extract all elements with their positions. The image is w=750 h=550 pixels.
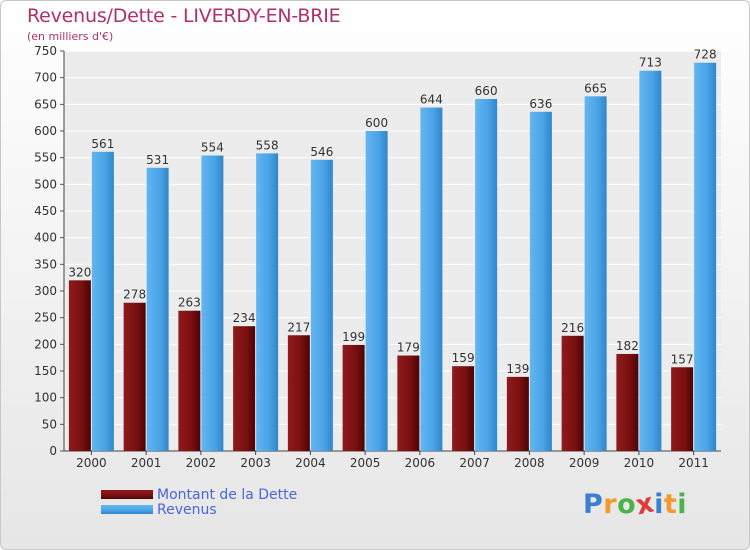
- bar-revenue: [91, 151, 114, 452]
- proxiti-logo: Proxiti: [583, 487, 688, 522]
- bar-debt: [233, 326, 256, 451]
- y-tick-label: 650: [34, 97, 57, 111]
- x-tick-label: 2004: [295, 456, 326, 470]
- x-tick-label: 2008: [514, 456, 545, 470]
- bar-revenue: [475, 99, 498, 451]
- data-label-debt: 157: [671, 352, 694, 366]
- y-tick-label: 200: [34, 337, 57, 351]
- x-tick-label: 2009: [569, 456, 600, 470]
- data-label-debt: 139: [506, 362, 529, 376]
- legend-label-debt: Montant de la Dette: [157, 487, 298, 503]
- bar-revenue: [584, 96, 607, 451]
- bar-revenue: [694, 62, 717, 451]
- data-label-revenue: 531: [146, 153, 169, 167]
- data-label-debt: 263: [178, 296, 201, 310]
- y-tick-label: 550: [34, 151, 57, 165]
- bar-revenue: [201, 155, 224, 452]
- data-label-revenue: 561: [91, 137, 114, 151]
- bar-debt: [506, 376, 529, 451]
- data-label-debt: 159: [452, 351, 475, 365]
- bar-revenue: [529, 111, 552, 452]
- bar-debt: [342, 344, 365, 451]
- y-tick-label: 500: [34, 177, 57, 191]
- data-label-revenue: 728: [694, 48, 717, 62]
- y-tick-label: 150: [34, 364, 57, 378]
- x-tick-label: 2005: [350, 456, 381, 470]
- x-tick-label: 2000: [76, 456, 107, 470]
- x-tick-label: 2011: [678, 456, 709, 470]
- y-tick-label: 100: [34, 391, 57, 405]
- data-label-revenue: 713: [639, 56, 662, 70]
- data-label-debt: 320: [68, 265, 91, 279]
- bar-debt: [561, 335, 584, 451]
- data-label-revenue: 600: [365, 116, 388, 130]
- x-tick-label: 2006: [405, 456, 436, 470]
- data-label-debt: 278: [123, 288, 146, 302]
- bar-revenue: [365, 131, 388, 451]
- bar-revenue: [639, 70, 662, 451]
- y-tick-label: 400: [34, 231, 57, 245]
- bar-revenue: [146, 167, 169, 452]
- legend-swatch-debt: [101, 490, 153, 499]
- y-tick-label: 300: [34, 284, 57, 298]
- y-tick-label: 350: [34, 257, 57, 271]
- plot-area: [64, 51, 721, 451]
- y-tick-label: 700: [34, 71, 57, 85]
- chart-title: Revenus/Dette - LIVERDY-EN-BRIE: [27, 5, 341, 27]
- bar-debt: [671, 367, 694, 451]
- data-label-revenue: 644: [420, 93, 443, 107]
- y-tick-label: 450: [34, 204, 57, 218]
- x-tick-label: 2010: [624, 456, 655, 470]
- bar-debt: [287, 335, 310, 451]
- y-tick-label: 750: [34, 44, 57, 58]
- legend-swatch-revenue: [101, 505, 153, 514]
- data-label-debt: 217: [287, 320, 310, 334]
- data-label-revenue: 660: [475, 84, 498, 98]
- y-tick-label: 50: [42, 417, 57, 431]
- x-tick-label: 2003: [240, 456, 271, 470]
- bar-debt: [178, 310, 201, 451]
- y-tick-label: 600: [34, 124, 57, 138]
- data-label-revenue: 558: [256, 138, 279, 152]
- data-label-revenue: 554: [201, 141, 224, 155]
- x-tick-label: 2001: [131, 456, 162, 470]
- bar-revenue: [310, 159, 333, 452]
- y-tick-label: 250: [34, 311, 57, 325]
- data-label-revenue: 546: [310, 145, 333, 159]
- bar-debt: [68, 280, 91, 451]
- bar-revenue: [256, 153, 279, 451]
- data-label-debt: 179: [397, 341, 420, 355]
- bar-debt: [616, 353, 639, 451]
- data-label-debt: 234: [233, 311, 256, 325]
- bar-debt: [123, 302, 146, 451]
- legend-label-revenue: Revenus: [157, 502, 217, 518]
- bar-debt: [452, 366, 475, 451]
- data-label-debt: 199: [342, 330, 365, 344]
- x-tick-label: 2007: [459, 456, 490, 470]
- data-label-debt: 216: [561, 321, 584, 335]
- data-label-debt: 182: [616, 339, 639, 353]
- data-label-revenue: 636: [529, 97, 552, 111]
- y-tick-label: 0: [49, 444, 57, 458]
- x-tick-label: 2002: [186, 456, 217, 470]
- data-label-revenue: 665: [584, 81, 607, 95]
- bar-debt: [397, 355, 420, 451]
- bar-revenue: [420, 107, 443, 452]
- chart-subtitle: (en milliers d'€): [27, 30, 114, 43]
